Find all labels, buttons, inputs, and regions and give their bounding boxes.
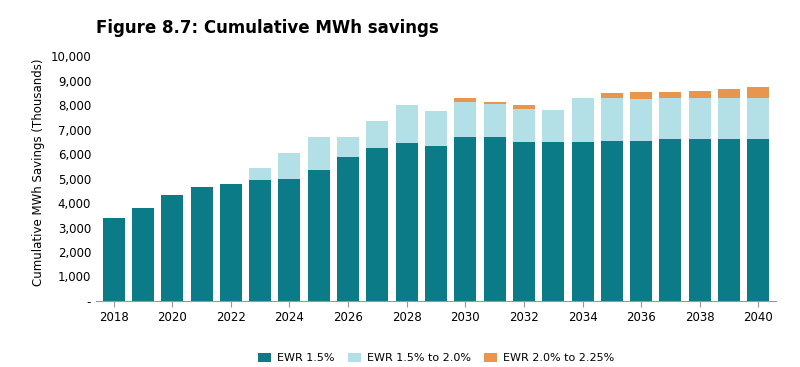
Bar xyxy=(396,105,418,143)
Bar xyxy=(513,109,535,142)
Bar xyxy=(337,137,359,157)
Bar xyxy=(162,195,183,301)
Bar xyxy=(425,146,447,301)
Legend: EWR 1.5%, EWR 1.5% to 2.0%, EWR 2.0% to 2.25%: EWR 1.5%, EWR 1.5% to 2.0%, EWR 2.0% to … xyxy=(258,353,614,363)
Bar xyxy=(454,102,476,137)
Text: Figure 8.7: Cumulative MWh savings: Figure 8.7: Cumulative MWh savings xyxy=(96,19,438,37)
Bar xyxy=(718,89,740,98)
Bar xyxy=(132,208,154,301)
Bar xyxy=(601,93,623,98)
Bar xyxy=(542,142,564,301)
Bar xyxy=(571,142,594,301)
Bar xyxy=(425,111,447,146)
Bar xyxy=(454,98,476,102)
Bar xyxy=(278,153,301,179)
Bar xyxy=(337,157,359,301)
Bar xyxy=(659,98,682,139)
Bar xyxy=(747,87,770,98)
Bar xyxy=(718,139,740,301)
Bar xyxy=(659,92,682,98)
Bar xyxy=(630,141,652,301)
Bar xyxy=(366,148,388,301)
Bar xyxy=(659,139,682,301)
Bar xyxy=(308,170,330,301)
Bar xyxy=(689,91,710,98)
Bar xyxy=(689,139,710,301)
Bar xyxy=(484,104,506,137)
Bar xyxy=(601,98,623,141)
Bar xyxy=(366,121,388,148)
Bar xyxy=(102,218,125,301)
Bar xyxy=(484,102,506,104)
Bar xyxy=(513,105,535,109)
Bar xyxy=(571,98,594,142)
Bar xyxy=(249,168,271,180)
Bar xyxy=(454,137,476,301)
Bar xyxy=(542,110,564,142)
Bar xyxy=(601,141,623,301)
Bar xyxy=(630,99,652,141)
Bar xyxy=(308,137,330,170)
Bar xyxy=(484,137,506,301)
Bar xyxy=(747,98,770,139)
Bar xyxy=(190,187,213,301)
Bar xyxy=(689,98,710,139)
Bar xyxy=(249,180,271,301)
Bar xyxy=(396,143,418,301)
Bar xyxy=(630,92,652,99)
Bar xyxy=(513,142,535,301)
Y-axis label: Cumulative MWh Savings (Thousands): Cumulative MWh Savings (Thousands) xyxy=(32,59,45,286)
Bar xyxy=(718,98,740,139)
Bar xyxy=(278,179,301,301)
Bar xyxy=(747,139,770,301)
Bar xyxy=(220,184,242,301)
